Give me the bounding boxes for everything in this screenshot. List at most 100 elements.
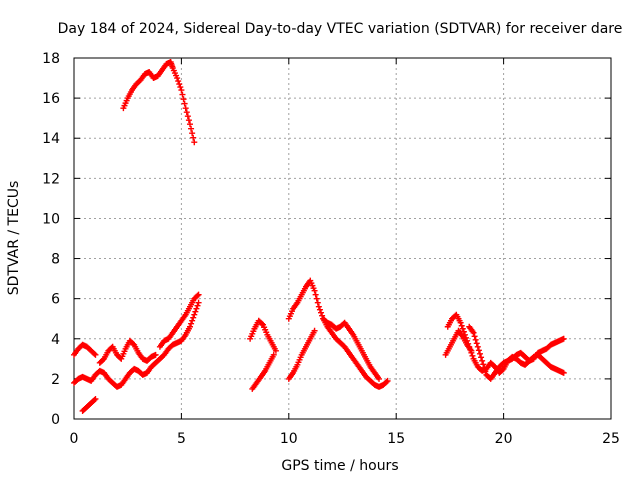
data-point [376, 375, 383, 382]
data-point [92, 351, 99, 358]
data-point [182, 105, 189, 112]
y-tick-label: 14 [42, 131, 60, 147]
data-point-fill [482, 368, 489, 375]
data-point-fill [91, 396, 98, 403]
series-arc-g [249, 351, 277, 392]
data-point-fill [318, 309, 325, 316]
series-arc-d [96, 337, 159, 366]
data-point-fill [383, 378, 390, 385]
data-point-fill [189, 317, 196, 324]
y-tick-label: 16 [42, 91, 60, 107]
data-points [71, 59, 567, 414]
data-point-fill [91, 350, 98, 357]
series-arc-a [71, 299, 202, 390]
x-tick-label: 25 [602, 431, 620, 447]
series-arc-h [285, 277, 391, 390]
data-point [474, 343, 481, 350]
data-point-fill [194, 292, 201, 299]
data-point [470, 329, 477, 336]
tick-labels: 0 5 10 15 20 25 0 2 4 6 8 10 12 14 16 18 [42, 51, 620, 447]
chart-title: Day 184 of 2024, Sidereal Day-to-day VTE… [58, 21, 623, 37]
data-point-fill [480, 361, 487, 368]
series-arc-f [247, 317, 279, 354]
data-point-fill [188, 320, 195, 327]
series-arc-b [71, 341, 99, 358]
data-point [457, 319, 464, 326]
data-point [311, 287, 318, 294]
y-tick-label: 2 [51, 372, 60, 388]
data-point [195, 291, 202, 298]
series-arc-j [320, 315, 383, 382]
y-tick-label: 6 [51, 292, 60, 308]
data-point [186, 121, 193, 128]
data-point [195, 299, 202, 306]
data-point-fill [471, 333, 478, 340]
data-point-fill [319, 312, 326, 319]
data-point-fill [188, 125, 195, 132]
data-point [311, 327, 318, 334]
data-point-fill [499, 366, 506, 373]
y-tick-label: 10 [42, 211, 60, 227]
data-point [270, 351, 277, 358]
data-point-fill [175, 78, 182, 85]
data-point [174, 75, 181, 82]
data-point [186, 323, 193, 330]
data-point [152, 351, 159, 358]
plot-frame [73, 57, 612, 420]
data-point-fill [189, 130, 196, 137]
data-point-fill [180, 96, 187, 103]
data-point [384, 377, 391, 384]
y-tick-label: 8 [51, 252, 60, 268]
data-point [191, 139, 198, 146]
data-point-fill [313, 295, 320, 302]
x-tick-label: 5 [177, 431, 186, 447]
data-point-fill [314, 299, 321, 306]
data-point-fill [469, 352, 476, 359]
data-point [560, 369, 567, 376]
data-point-fill [193, 305, 200, 312]
data-point [191, 311, 198, 318]
series-arc-i [285, 327, 318, 382]
series-arc-e [156, 291, 202, 350]
data-point-fill [130, 340, 137, 347]
x-axis-label: GPS time / hours [281, 458, 398, 474]
data-point-fill [481, 364, 488, 371]
y-tick-label: 0 [51, 412, 60, 428]
data-point-fill [99, 356, 106, 363]
data-point-fill [181, 100, 188, 107]
data-point-fill [473, 340, 480, 347]
data-point-fill [478, 354, 485, 361]
x-tick-label: 15 [387, 431, 405, 447]
data-point-fill [192, 308, 199, 315]
y-tick-label: 4 [51, 332, 60, 348]
series-arc-c [79, 395, 99, 414]
data-point [560, 335, 567, 342]
y-tick-label: 18 [42, 51, 60, 67]
data-point-fill [458, 322, 465, 329]
data-point-fill [258, 320, 265, 327]
data-point [178, 87, 185, 94]
axis-ticks [73, 57, 612, 420]
data-point [479, 357, 486, 364]
data-point-fill [190, 314, 197, 321]
y-tick-label: 12 [42, 171, 60, 187]
series-arc-l [442, 327, 475, 358]
data-point [272, 347, 279, 354]
data-point-fill [185, 117, 192, 124]
x-tick-label: 0 [70, 431, 79, 447]
data-point-fill [190, 134, 197, 141]
grid-lines [74, 58, 611, 419]
series-arc-high [120, 59, 198, 146]
data-point-fill [312, 291, 319, 298]
data-point-fill [475, 347, 482, 354]
data-point-fill [472, 336, 479, 343]
series-arc-m [466, 323, 567, 382]
x-tick-label: 10 [280, 431, 298, 447]
data-point-fill [184, 113, 191, 120]
y-axis-label: SDTVAR / TECUs [6, 181, 22, 296]
data-point-fill [176, 81, 183, 88]
data-point-fill [194, 302, 201, 309]
data-point [468, 347, 475, 354]
